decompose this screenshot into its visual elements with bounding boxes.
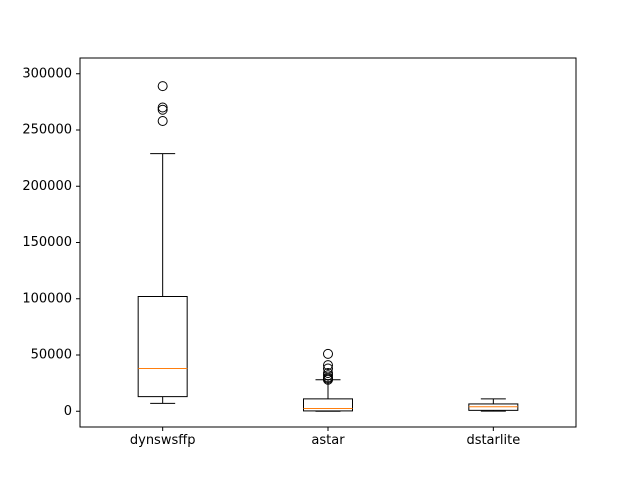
box-group-dynswsffp (137, 81, 188, 404)
outlier-point (323, 368, 333, 378)
outlier-point (323, 370, 333, 381)
plot-area (79, 57, 577, 428)
box (137, 296, 188, 398)
y-axis: 0 50000 100000 150000 200000 250000 300000 (22, 66, 80, 419)
x-tick-label: dstarlite (466, 433, 520, 448)
y-tick-label: 200000 (22, 179, 72, 194)
outlier-point (323, 360, 333, 371)
y-tick-label: 100000 (22, 291, 72, 306)
box-group-dstarlite (468, 398, 519, 412)
x-tick-label: astar (311, 433, 345, 448)
outlier-point (323, 348, 333, 359)
outlier-point (323, 363, 333, 374)
y-tick-label: 300000 (22, 66, 72, 81)
y-tick-label: 50000 (31, 348, 72, 363)
x-tick-label: dynswsffp (130, 433, 196, 448)
box-group-astar (303, 348, 353, 412)
outlier-point (157, 81, 168, 92)
y-tick-label: 150000 (22, 235, 72, 250)
outlier-point (157, 116, 168, 126)
box (303, 398, 353, 412)
boxes (137, 81, 519, 412)
x-axis: dynswsffp astar dstarlite (130, 427, 520, 448)
outlier-point (157, 104, 168, 115)
y-tick-label: 0 (64, 404, 72, 419)
y-tick-label: 250000 (22, 123, 72, 138)
outlier-point (157, 102, 168, 113)
